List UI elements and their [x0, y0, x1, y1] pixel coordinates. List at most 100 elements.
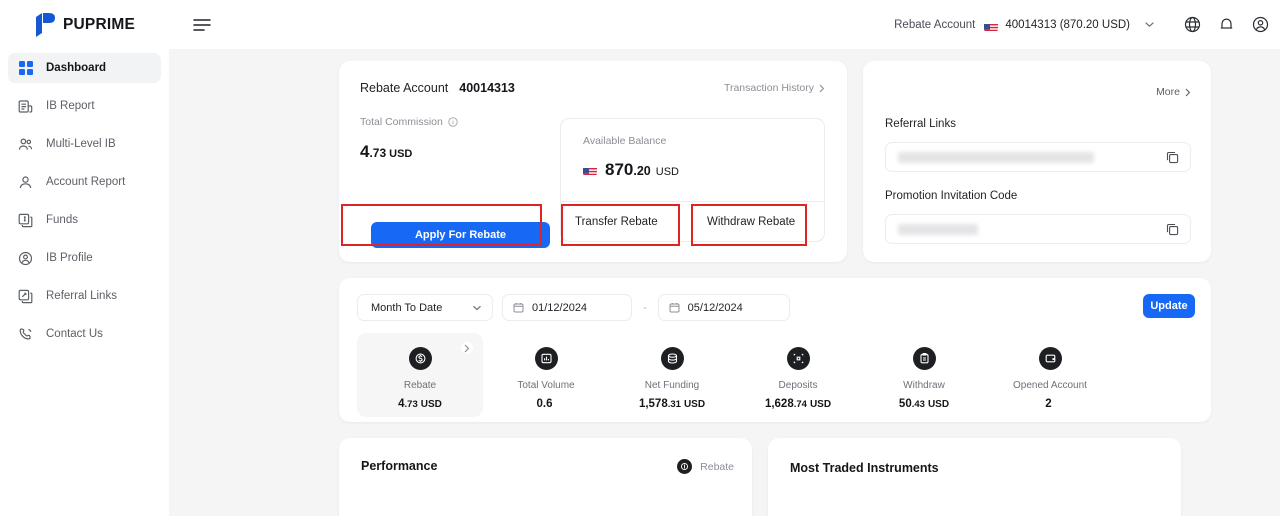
performance-legend[interactable]: Rebate — [677, 459, 734, 474]
total-commission-label: Total Commission — [360, 116, 443, 128]
sidebar-item-referral-links[interactable]: Referral Links — [8, 281, 161, 311]
stat-card-withdraw[interactable]: Withdraw 50.43 USD — [861, 333, 987, 417]
date-from-value: 01/12/2024 — [532, 301, 588, 314]
update-button[interactable]: Update — [1143, 294, 1195, 318]
stat-value-currency: USD — [927, 399, 950, 410]
collapse-menu-icon[interactable] — [193, 15, 213, 35]
stat-value: 50.43 USD — [861, 398, 987, 410]
coins-stack-icon — [660, 347, 684, 370]
stat-value-dec: .73 — [404, 399, 418, 410]
commission-integer: 4 — [360, 142, 370, 161]
stat-value-currency: USD — [809, 399, 832, 410]
bottom-row: Performance Rebate Most Traded Instrumen… — [339, 438, 1211, 516]
stat-value-dec: .31 — [667, 399, 681, 410]
chevron-right-icon — [819, 84, 825, 92]
referral-icon — [18, 289, 33, 304]
user-icon — [18, 175, 33, 190]
stat-value-int: 4 — [398, 398, 405, 410]
sidebar-item-ib-profile[interactable]: IB Profile — [8, 243, 161, 273]
promotion-invitation-code-field[interactable] — [885, 214, 1191, 244]
sidebar-item-multi-level-ib[interactable]: Multi-Level IB — [8, 129, 161, 159]
stat-value-dec: .74 — [793, 399, 807, 410]
stat-card-total-volume[interactable]: Total Volume 0.6 — [483, 333, 609, 417]
date-range-preset-select[interactable]: Month To Date — [357, 294, 493, 321]
topbar-right: Rebate Account 40014313 (870.20 USD) — [894, 16, 1269, 34]
apply-for-rebate-wrap: Apply For Rebate — [360, 211, 561, 248]
stat-value-int: 50 — [898, 398, 912, 410]
stat-label: Withdraw — [903, 380, 945, 391]
date-range-preset-value: Month To Date — [371, 301, 443, 314]
sidebar-item-label: Account Report — [46, 176, 126, 188]
funds-icon — [18, 213, 33, 228]
sidebar-item-funds[interactable]: Funds — [8, 205, 161, 235]
account-number-value: 40014313 (870.20 USD) — [1005, 18, 1130, 31]
rebate-account-number: 40014313 — [459, 81, 515, 95]
referral-link-field[interactable] — [885, 142, 1191, 172]
stat-value: 4.73 USD — [357, 398, 483, 410]
total-commission-label-row: Total Commission — [360, 116, 560, 128]
account-circle-icon[interactable] — [1251, 16, 1269, 34]
stat-value: 0.6 — [483, 398, 609, 410]
available-balance-label: Available Balance — [583, 135, 667, 147]
sidebar-item-dashboard[interactable]: Dashboard — [8, 53, 161, 83]
puprime-logo-icon — [36, 12, 55, 37]
stat-label: Net Funding — [644, 380, 700, 391]
calendar-icon — [669, 302, 680, 313]
chevron-right-icon[interactable] — [461, 342, 473, 354]
total-commission-value: 4.73 USD — [360, 142, 560, 162]
stat-value-int: 1,578 — [638, 398, 668, 410]
dollar-coin-icon — [408, 347, 432, 370]
sidebar-item-contact-us[interactable]: Contact Us — [8, 319, 161, 349]
transaction-history-link[interactable]: Transaction History — [724, 82, 825, 94]
referral-links-label: Referral Links — [885, 118, 956, 130]
bell-icon[interactable] — [1217, 16, 1235, 34]
sidebar: PUPRIME Dashboard IB Report Multi-Level — [0, 0, 169, 516]
stat-card-opened-account[interactable]: Opened Account 2 — [987, 333, 1113, 417]
sidebar-item-label: IB Profile — [46, 252, 93, 264]
globe-icon[interactable] — [1183, 16, 1201, 34]
date-range-separator: - — [643, 301, 647, 314]
transfer-rebate-button[interactable]: Transfer Rebate — [575, 215, 658, 228]
stat-value-currency: USD — [420, 399, 442, 410]
stat-label: Deposits — [778, 380, 818, 391]
stat-card-rebate[interactable]: Rebate 4.73 USD — [357, 333, 483, 417]
content: Rebate Account 40014313 Transaction Hist… — [169, 49, 1280, 516]
deposit-icon — [786, 347, 810, 370]
brand-name: PUPRIME — [63, 15, 136, 33]
apply-for-rebate-button[interactable]: Apply For Rebate — [371, 222, 550, 248]
sidebar-item-label: IB Report — [46, 100, 95, 112]
sidebar-nav: Dashboard IB Report Multi-Level IB Accou… — [0, 49, 169, 349]
withdraw-rebate-button[interactable]: Withdraw Rebate — [692, 202, 824, 241]
balance-integer: 870 — [605, 160, 634, 179]
profile-icon — [18, 251, 33, 266]
date-to-value: 05/12/2024 — [687, 301, 743, 314]
copy-icon[interactable] — [1166, 223, 1179, 236]
sidebar-item-account-report[interactable]: Account Report — [8, 167, 161, 197]
sidebar-item-label: Contact Us — [46, 328, 103, 340]
chevron-right-icon — [1185, 88, 1191, 96]
most-traded-instruments-title: Most Traded Instruments — [790, 461, 939, 475]
balance-actions: Transfer Rebate Withdraw Rebate — [561, 201, 824, 241]
stat-card-net-funding[interactable]: Net Funding 1,578.31 USD — [609, 333, 735, 417]
available-balance-inner: Available Balance 870.20 USD — [561, 119, 824, 180]
promotion-invitation-code-label: Promotion Invitation Code — [885, 190, 1018, 202]
stat-label: Rebate — [403, 380, 437, 391]
copy-icon[interactable] — [1166, 151, 1179, 164]
date-to-input[interactable]: 05/12/2024 — [657, 294, 790, 321]
overview-row: Rebate Account 40014313 Transaction Hist… — [339, 61, 1211, 262]
stat-value-int: 2 — [1045, 398, 1052, 410]
date-from-input[interactable]: 01/12/2024 — [502, 294, 632, 321]
chevron-down-icon[interactable] — [1144, 19, 1155, 30]
sidebar-item-ib-report[interactable]: IB Report — [8, 91, 161, 121]
statistics-panel: Month To Date 01/12/2024 - — [339, 278, 1211, 422]
more-link[interactable]: More — [1156, 86, 1191, 98]
grid-icon — [18, 61, 33, 76]
available-balance-value: 870.20 USD — [583, 160, 824, 180]
balance-currency: USD — [655, 166, 679, 178]
phone-icon — [18, 327, 33, 342]
rebate-card-header: Rebate Account 40014313 Transaction Hist… — [360, 81, 825, 95]
info-icon[interactable] — [448, 117, 458, 127]
stat-card-deposits[interactable]: Deposits 1,628.74 USD — [735, 333, 861, 417]
filter-bar: Month To Date 01/12/2024 - — [357, 294, 1195, 321]
